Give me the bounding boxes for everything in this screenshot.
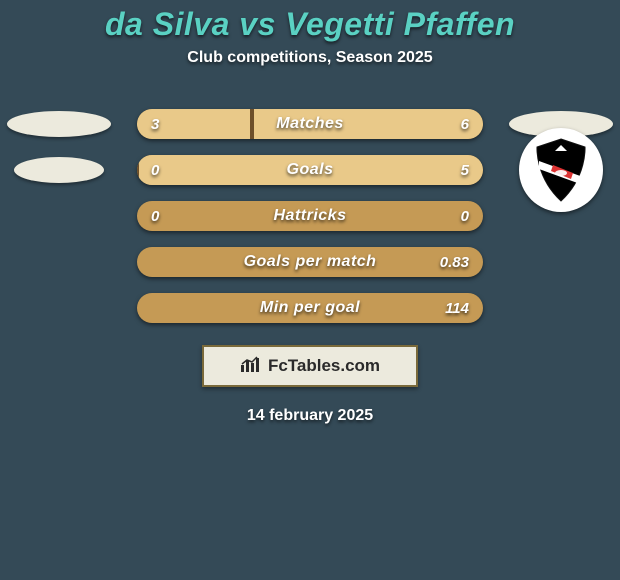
- right-badge-slot: [506, 128, 616, 212]
- stat-value-left: 0: [151, 201, 159, 231]
- stat-bar: Goals per match0.83: [137, 247, 483, 277]
- bar-fill-right: [137, 155, 483, 185]
- brand-badge: FcTables.com: [202, 345, 418, 387]
- placeholder-ellipse-icon: [7, 111, 111, 137]
- stat-label: Hattricks: [137, 201, 483, 231]
- stat-value-right: 114: [445, 293, 469, 323]
- bar-fill-right: [252, 109, 483, 139]
- chart-icon: [240, 355, 262, 377]
- stat-row: Hattricks0 0: [0, 201, 620, 231]
- stat-label: Min per goal: [137, 293, 483, 323]
- stat-rows: Matches36 Goals05 Hattricks0 0 Goals per ma…: [0, 109, 620, 323]
- brand-label: FcTables.com: [268, 356, 380, 376]
- comparison-card: da Silva vs Vegetti Pfaffen Club competi…: [0, 0, 620, 425]
- stat-label: Goals per match: [137, 247, 483, 277]
- footer-date: 14 february 2025: [0, 407, 620, 425]
- stat-value-right: 0: [461, 201, 469, 231]
- placeholder-ellipse-icon: [14, 157, 104, 183]
- left-badge-slot: [4, 109, 114, 139]
- stat-bar: Min per goal114: [137, 293, 483, 323]
- bar-fill-left: [137, 109, 252, 139]
- stat-bar: Matches36: [137, 109, 483, 139]
- stat-bar: Hattricks0 0: [137, 201, 483, 231]
- stat-bar: Goals05: [137, 155, 483, 185]
- stat-row: Min per goal114: [0, 293, 620, 323]
- page-title: da Silva vs Vegetti Pfaffen: [0, 6, 620, 43]
- stat-value-right: 0.83: [440, 247, 469, 277]
- subtitle: Club competitions, Season 2025: [0, 49, 620, 67]
- club-crest-icon: [519, 128, 603, 212]
- left-badge-slot: [4, 155, 114, 185]
- stat-row: Goals per match0.83: [0, 247, 620, 277]
- stat-row: Goals05: [0, 155, 620, 185]
